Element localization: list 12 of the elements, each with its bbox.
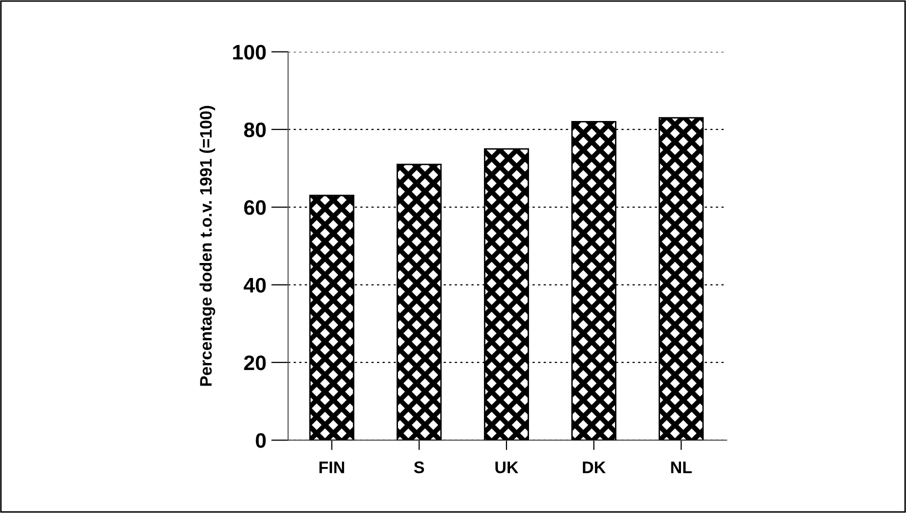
x-tick-label: NL: [671, 462, 692, 474]
x-tick-label: S: [414, 461, 424, 474]
y-tick-label: 20: [244, 355, 266, 370]
y-tick-label: 0: [256, 433, 266, 448]
y-tick-label: 100: [233, 44, 266, 60]
y-axis-title: Percentage doden t.o.v. 1991 (=100): [200, 106, 216, 386]
x-tick-label: DK: [582, 462, 606, 474]
y-tick-label: 40: [244, 278, 266, 293]
y-tick-label: 60: [244, 200, 266, 215]
x-tick-label: FIN: [319, 462, 344, 474]
y-tick-label: 80: [244, 122, 266, 138]
x-tick-label: UK: [495, 462, 518, 474]
